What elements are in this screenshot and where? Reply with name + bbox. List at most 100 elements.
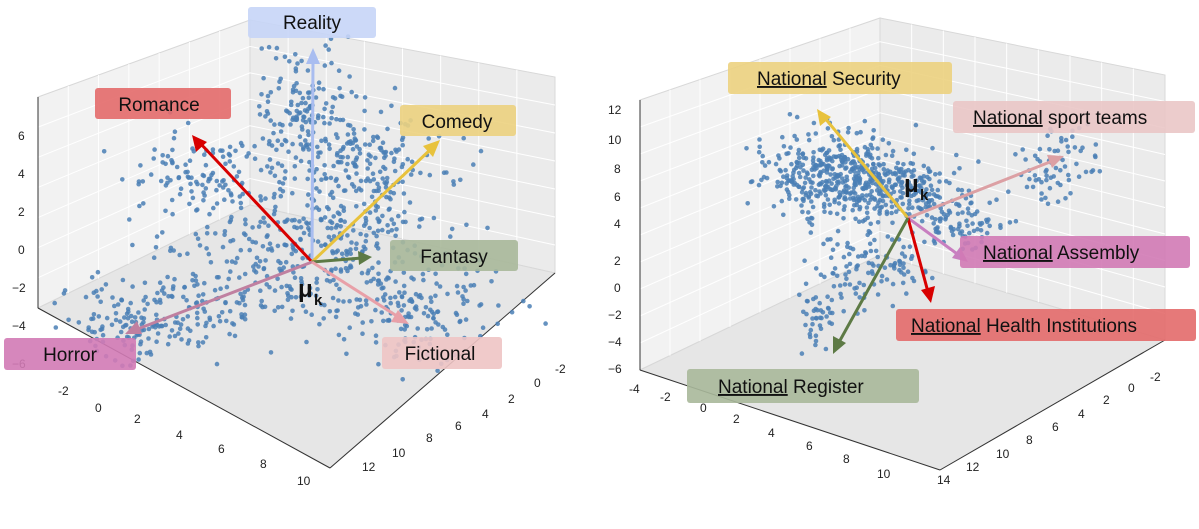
data-point	[1070, 134, 1075, 139]
data-point	[200, 340, 206, 345]
data-point	[906, 206, 911, 211]
data-point	[66, 317, 71, 323]
data-point	[272, 122, 277, 127]
data-point	[375, 228, 381, 234]
data-point	[288, 102, 294, 108]
data-point	[1020, 147, 1025, 152]
data-point	[227, 219, 233, 225]
data-point	[830, 310, 835, 316]
data-point	[1013, 218, 1019, 224]
data-point	[405, 156, 411, 162]
data-point	[893, 182, 898, 187]
data-point	[880, 194, 886, 199]
data-point	[330, 195, 336, 201]
data-point	[876, 200, 881, 205]
data-point	[378, 109, 384, 115]
data-point	[229, 259, 235, 264]
data-point	[810, 321, 815, 327]
data-point	[923, 201, 929, 206]
right-ztick-4: 2	[614, 254, 621, 268]
data-point	[165, 341, 171, 347]
data-point	[350, 146, 356, 152]
left-plot: −6 −4 −2 0 2 4 6 -2 0 2 4 6 8 10 -2 0 2 …	[4, 7, 566, 488]
data-point	[923, 204, 928, 210]
data-point	[322, 215, 328, 220]
data-point	[317, 189, 322, 194]
data-point	[174, 164, 180, 170]
data-point	[162, 291, 167, 296]
data-point	[349, 89, 355, 95]
data-point	[299, 100, 304, 106]
data-point	[170, 211, 175, 217]
data-point	[278, 260, 283, 266]
data-point	[335, 308, 340, 313]
data-point	[345, 233, 350, 238]
data-point	[226, 188, 231, 193]
data-point	[307, 159, 312, 165]
data-point	[464, 222, 469, 228]
data-point	[1062, 164, 1068, 169]
data-point	[381, 318, 386, 324]
data-point	[860, 219, 866, 224]
data-point	[898, 195, 903, 200]
data-point	[382, 292, 388, 297]
data-point	[943, 179, 949, 184]
data-point	[323, 101, 329, 106]
data-point	[277, 79, 282, 84]
data-point	[358, 188, 364, 193]
data-point	[924, 212, 930, 218]
data-point	[365, 176, 371, 181]
data-point	[226, 151, 232, 157]
data-point	[841, 254, 847, 260]
data-point	[353, 311, 358, 316]
data-point	[392, 168, 398, 174]
data-point	[1045, 201, 1051, 207]
data-point	[157, 297, 163, 303]
data-point	[338, 203, 344, 209]
data-point	[1006, 189, 1011, 194]
data-point	[118, 329, 124, 335]
data-point	[1023, 157, 1028, 162]
right-xtick-5: 6	[806, 439, 813, 453]
data-point	[119, 297, 124, 303]
data-point	[1051, 174, 1056, 179]
data-point	[816, 157, 822, 163]
data-point	[796, 155, 802, 161]
data-point	[828, 172, 833, 177]
data-point	[283, 219, 289, 224]
data-point	[839, 157, 844, 163]
data-point	[257, 112, 263, 117]
label-reality: Reality	[248, 7, 376, 38]
data-point	[847, 251, 852, 257]
data-point	[336, 183, 341, 189]
data-point	[333, 250, 339, 255]
data-point	[861, 169, 867, 175]
data-point	[451, 182, 457, 187]
data-point	[295, 61, 300, 66]
data-point	[784, 151, 789, 157]
data-point	[383, 149, 389, 155]
data-point	[227, 144, 233, 150]
data-point	[909, 169, 914, 175]
data-point	[789, 177, 794, 183]
data-point	[906, 179, 911, 185]
data-point	[136, 310, 141, 315]
data-point	[461, 284, 466, 290]
data-point	[322, 302, 327, 308]
data-point	[52, 300, 57, 306]
data-point	[264, 234, 270, 239]
data-point	[1092, 153, 1098, 158]
data-point	[321, 114, 326, 120]
data-point	[1037, 146, 1043, 152]
data-point	[343, 188, 348, 193]
data-point	[421, 311, 427, 316]
data-point	[400, 179, 405, 185]
data-point	[383, 181, 389, 187]
data-point	[398, 326, 404, 332]
data-point	[274, 45, 280, 51]
data-point	[227, 308, 233, 314]
data-point	[392, 294, 398, 300]
data-point	[123, 322, 129, 328]
data-point	[132, 315, 138, 320]
data-point	[334, 282, 339, 288]
